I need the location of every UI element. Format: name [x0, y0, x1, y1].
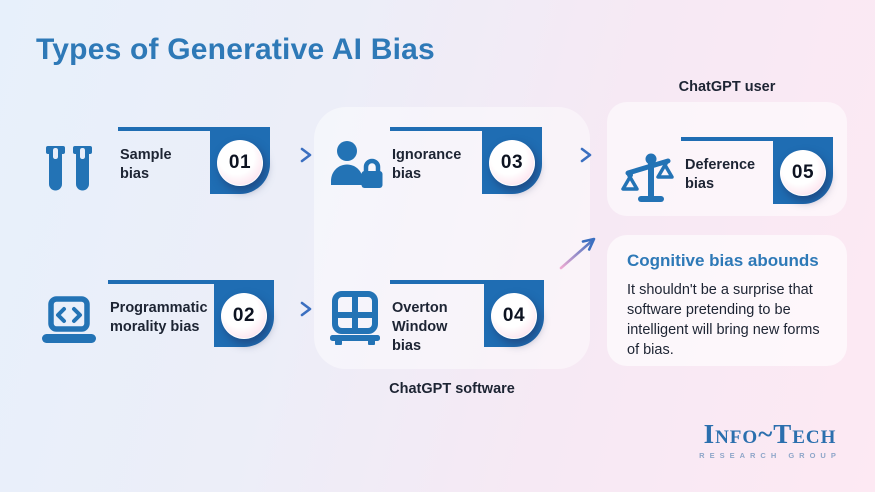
callout-box: Cognitive bias abounds It shouldn't be a…: [607, 235, 847, 366]
bias-number-badge: 05: [773, 141, 833, 204]
bias-label: Ignorance bias: [392, 147, 462, 183]
infotech-logo-name: Info~Tech: [703, 419, 837, 449]
bias-label: Overton Window bias: [392, 300, 448, 355]
callout-heading: Cognitive bias abounds: [627, 251, 819, 270]
laptop-code-icon: [42, 296, 96, 344]
bias-tab: Programmatic morality bias 02: [108, 280, 274, 347]
user-lock-icon: [330, 141, 384, 191]
bias-number-badge: 01: [210, 131, 270, 194]
test-tubes-icon: [46, 146, 92, 196]
window-icon: [330, 290, 380, 346]
arrow-ignorance-to-deference-icon: [556, 146, 594, 169]
bias-item-overton-window: Overton Window bias 04: [330, 280, 544, 356]
bias-item-ignorance: Ignorance bias 03: [330, 127, 542, 194]
bias-label: Deference bias: [685, 157, 756, 193]
arrow-morality-to-overton-icon: [276, 300, 314, 323]
callout-body: It shouldn't be a surprise that software…: [627, 282, 820, 358]
bias-number: 03: [489, 139, 535, 186]
bias-tab: Deference bias 05: [681, 137, 833, 204]
scales-icon: [620, 147, 674, 203]
bias-item-programmatic-morality: Programmatic morality bias 02: [42, 280, 274, 347]
chatgpt-user-label: ChatGPT user: [678, 79, 776, 95]
bias-tab: Ignorance bias 03: [390, 127, 542, 194]
chatgpt-software-panel: [314, 107, 590, 369]
bias-number: 05: [780, 149, 826, 196]
infotech-logo-subtitle: RESEARCH GROUP: [699, 451, 841, 460]
bias-number: 04: [491, 292, 537, 339]
bias-number-badge: 02: [214, 284, 274, 347]
bias-item-sample: Sample bias 01: [46, 127, 270, 196]
arrow-sample-to-ignorance-icon: [276, 146, 314, 169]
bias-item-deference: Deference bias 05: [620, 137, 833, 204]
bias-number-badge: 03: [482, 131, 542, 194]
bias-number: 01: [217, 139, 263, 186]
bias-number: 02: [221, 292, 267, 339]
chatgpt-software-label: ChatGPT software: [389, 381, 515, 397]
bias-tab: Overton Window bias 04: [390, 280, 544, 356]
bias-tab: Sample bias 01: [118, 127, 270, 194]
bias-label: Sample bias: [120, 147, 172, 183]
infotech-logo: Info~Tech RESEARCH GROUP: [694, 419, 846, 461]
arrow-software-to-callout-icon: [553, 228, 603, 281]
bias-number-badge: 04: [484, 284, 544, 347]
page-title: Types of Generative AI Bias: [36, 33, 435, 66]
bias-label: Programmatic morality bias: [110, 300, 208, 336]
